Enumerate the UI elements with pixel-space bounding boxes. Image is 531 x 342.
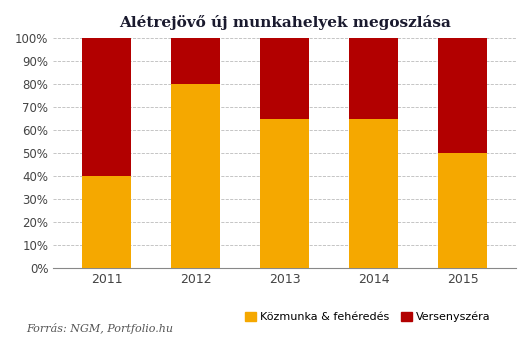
Text: Forrás: NGM, Portfolio.hu: Forrás: NGM, Portfolio.hu xyxy=(27,323,174,334)
Bar xyxy=(171,38,220,84)
Bar xyxy=(82,38,131,176)
Bar xyxy=(82,176,131,268)
Bar xyxy=(349,38,398,119)
Bar xyxy=(260,119,309,268)
Bar xyxy=(438,38,487,153)
Bar xyxy=(260,38,309,119)
Legend: Közmunka & fehéredés, Versenyszéra: Közmunka & fehéredés, Versenyszéra xyxy=(241,307,495,327)
Bar xyxy=(349,119,398,268)
Bar xyxy=(438,153,487,268)
Title: Alétrejövő új munkahelyek megoszlása: Alétrejövő új munkahelyek megoszlása xyxy=(119,15,451,30)
Bar xyxy=(171,84,220,268)
